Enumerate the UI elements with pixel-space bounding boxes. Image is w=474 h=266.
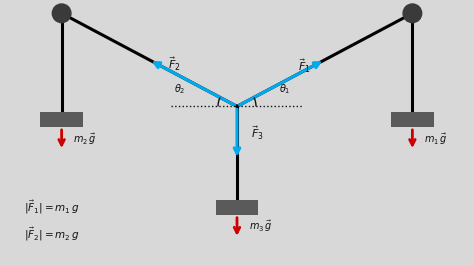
Circle shape — [52, 4, 71, 23]
Text: $|\vec{F}_1| = m_1\,g$: $|\vec{F}_1| = m_1\,g$ — [24, 199, 79, 216]
Text: $m_2\,\vec{g}$: $m_2\,\vec{g}$ — [73, 131, 97, 147]
Bar — [40, 112, 83, 127]
Text: $|\vec{F}_2| = m_2\,g$: $|\vec{F}_2| = m_2\,g$ — [24, 225, 79, 243]
Text: $m_3\,\vec{g}$: $m_3\,\vec{g}$ — [249, 219, 273, 234]
Text: $\vec{F}_3$: $\vec{F}_3$ — [251, 124, 264, 142]
Text: $\vec{F}_1$: $\vec{F}_1$ — [298, 58, 310, 75]
Text: $m_1\,\vec{g}$: $m_1\,\vec{g}$ — [424, 131, 448, 147]
Text: $\theta_1$: $\theta_1$ — [279, 82, 290, 96]
Text: $\theta_2$: $\theta_2$ — [174, 82, 186, 96]
Bar — [216, 200, 258, 215]
Bar — [391, 112, 434, 127]
Text: $\vec{F}_2$: $\vec{F}_2$ — [168, 55, 181, 73]
Circle shape — [403, 4, 422, 23]
